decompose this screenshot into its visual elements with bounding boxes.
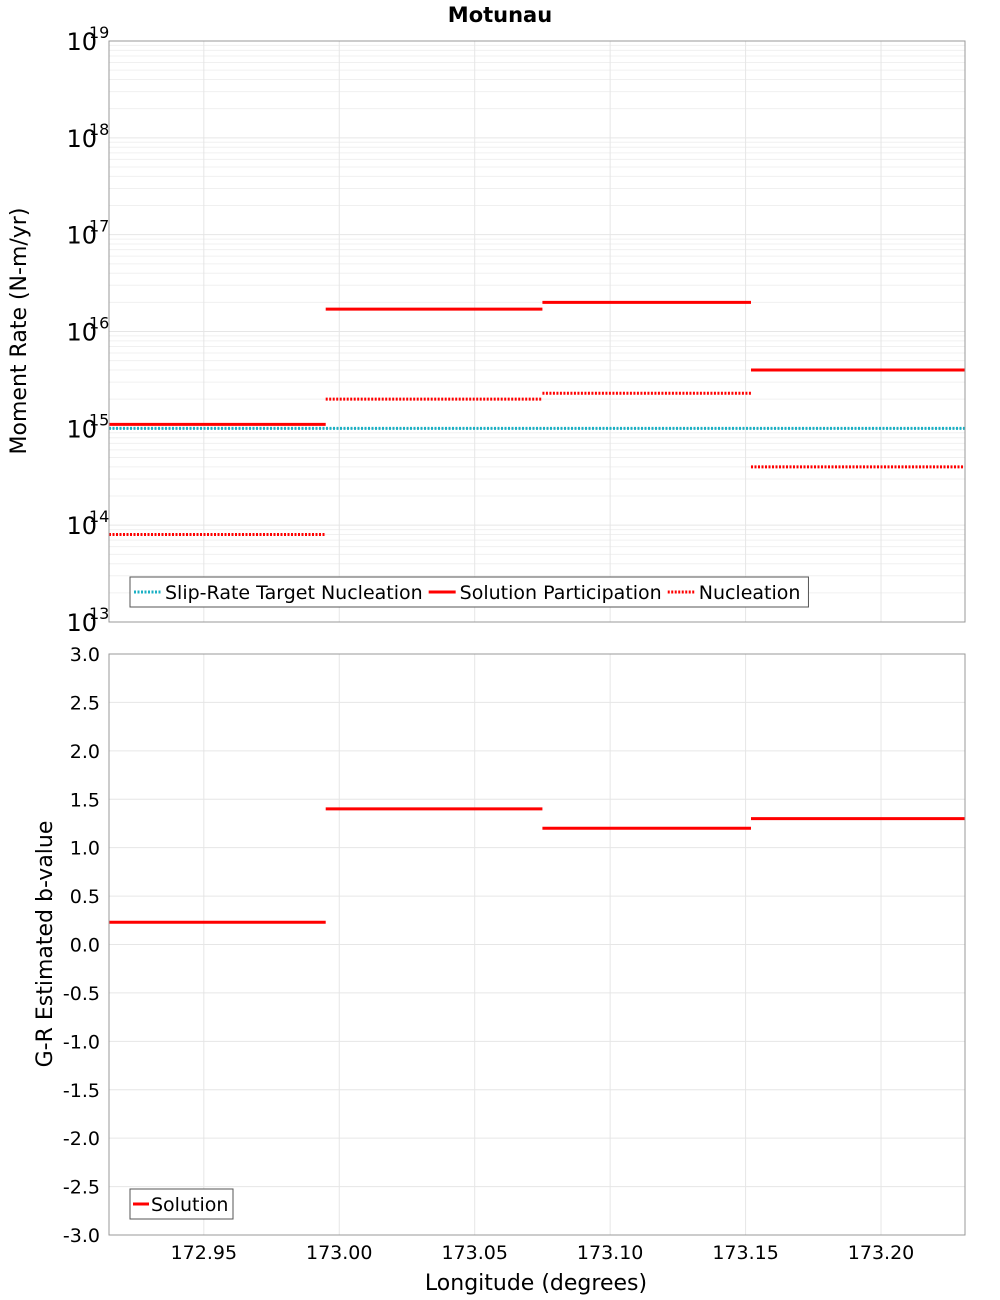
chart-title: Motunau	[448, 3, 552, 27]
moment-rate-y-label: Moment Rate (N-m/yr)	[7, 208, 32, 455]
b-value-grid	[109, 653, 965, 1236]
b-value-legend: Solution	[129, 1188, 234, 1220]
moment-rate-y-tick-exponent: 14	[89, 507, 109, 526]
b-value-legend-label: Solution	[151, 1194, 228, 1216]
b-value-series	[109, 807, 965, 924]
b-value-y-label: G-R Estimated b-value	[33, 821, 58, 1068]
longitude-x-tick-label: 173.00	[306, 1242, 372, 1264]
b-value-y-tick-label: 1.0	[70, 838, 100, 860]
b-value-series-solution	[109, 807, 965, 924]
b-value-y-tick-label: -1.5	[63, 1080, 100, 1102]
moment-rate-legend: Slip-Rate Target Nucleation Solution Part…	[129, 576, 809, 608]
moment-rate-y-tick-exponent: 18	[89, 120, 109, 139]
longitude-x-tick-label: 173.10	[577, 1242, 643, 1264]
moment-rate-y-tick-exponent: 15	[89, 410, 109, 429]
moment-rate-y-tick-exponent: 17	[89, 217, 109, 236]
moment-rate-legend-label: Nucleation	[699, 582, 801, 604]
moment-rate-y-tick-base: 10	[66, 609, 97, 637]
longitude-x-tick-label: 173.05	[441, 1242, 507, 1264]
b-value-panel: 3.0 2.5 2.0 1.5 1.0 0.5 0.0 -0.5 -1.0 -1.5 -2.0 -2.…	[33, 644, 966, 1296]
longitude-x-tick-label: 173.15	[712, 1242, 778, 1264]
b-value-y-tick-label: -2.5	[63, 1177, 100, 1199]
moment-rate-legend-label: Slip-Rate Target Nucleation	[165, 582, 423, 604]
moment-rate-y-tick-base: 10	[66, 415, 97, 443]
moment-rate-grid	[109, 40, 965, 623]
b-value-y-ticks: 3.0 2.5 2.0 1.5 1.0 0.5 0.0 -0.5 -1.0 -1.5 -2.0 -2.…	[63, 644, 100, 1247]
moment-rate-series-nucleation	[109, 391, 965, 537]
moment-rate-plot-frame	[108, 40, 966, 623]
b-value-y-tick-label: -3.0	[63, 1225, 100, 1247]
moment-rate-y-tick-base: 10	[66, 319, 97, 347]
longitude-x-tick-label: 172.95	[171, 1242, 237, 1264]
longitude-x-label: Longitude (degrees)	[425, 1271, 647, 1296]
b-value-y-tick-label: -1.0	[63, 1031, 100, 1053]
b-value-y-tick-label: 2.5	[70, 692, 100, 714]
moment-rate-y-tick-exponent: 19	[89, 23, 109, 42]
b-value-y-tick-label: 1.5	[70, 789, 100, 811]
moment-rate-series-solution-participation	[109, 300, 965, 426]
b-value-y-tick-label: 0.5	[70, 886, 100, 908]
longitude-x-tick-label: 173.20	[848, 1242, 914, 1264]
longitude-x-ticks: 172.95 173.00 173.05 173.10 173.15 173.20	[171, 1242, 915, 1264]
moment-rate-y-tick-base: 10	[66, 28, 97, 56]
b-value-y-tick-label: -0.5	[63, 983, 100, 1005]
b-value-y-tick-label: -2.0	[63, 1128, 100, 1150]
moment-rate-y-tick-base: 10	[66, 222, 97, 250]
moment-rate-legend-box	[129, 576, 809, 608]
moment-rate-y-tick-exponent: 13	[89, 604, 109, 623]
moment-rate-y-tick-base: 10	[66, 125, 97, 153]
moment-rate-y-tick-exponent: 16	[89, 314, 109, 333]
moment-rate-y-tick-base: 10	[66, 512, 97, 540]
b-value-plot-frame	[108, 653, 966, 1236]
b-value-y-tick-label: 2.0	[70, 741, 100, 763]
b-value-y-tick-label: 3.0	[70, 644, 100, 666]
moment-rate-series	[109, 300, 965, 537]
b-value-y-tick-label: 0.0	[70, 935, 100, 957]
moment-rate-legend-label: Solution Participation	[460, 582, 662, 604]
